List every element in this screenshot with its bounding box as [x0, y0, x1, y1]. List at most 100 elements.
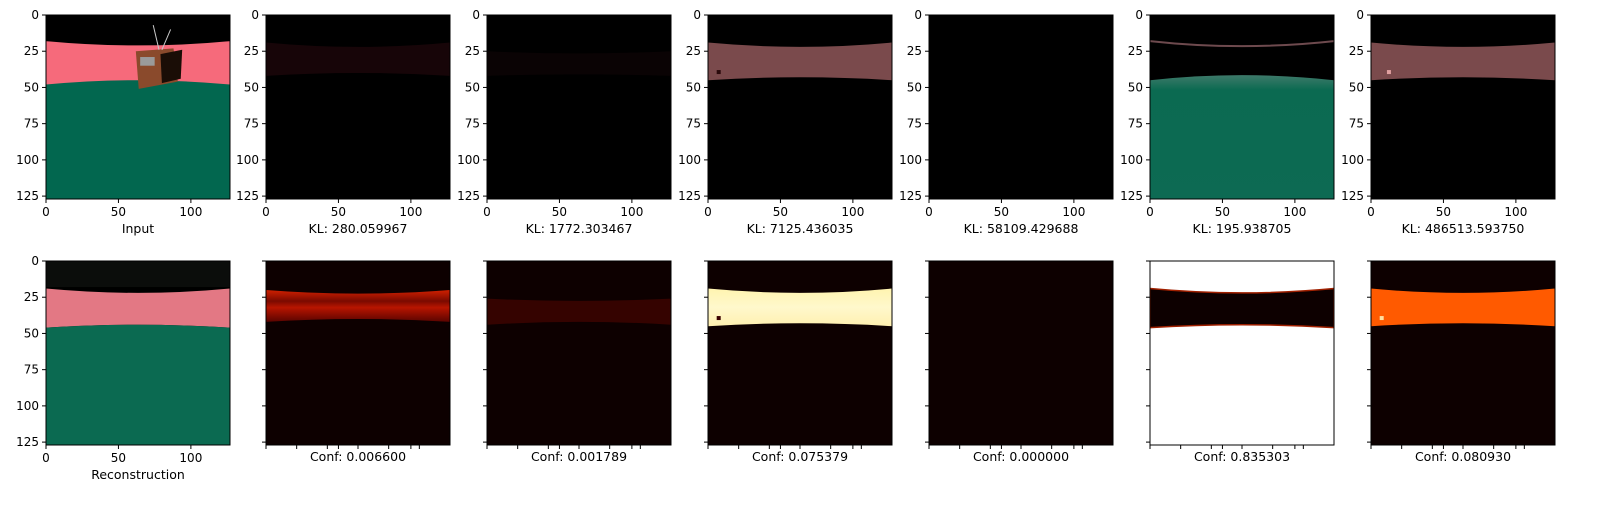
x-tick-label: 50 [1215, 205, 1230, 219]
x-tick-label: 0 [262, 205, 270, 219]
x-tick-label: 100 [841, 205, 864, 219]
tv-object [135, 25, 183, 89]
subplot-14: Conf: 0.080930 [1367, 260, 1556, 464]
x-tick-label: 100 [179, 451, 202, 465]
heatmap-image [487, 261, 671, 445]
y-tick-label: 75 [907, 117, 922, 131]
heatmap-image [1150, 261, 1334, 445]
x-tick-label: 50 [111, 205, 126, 219]
y-tick-label: 0 [31, 8, 39, 22]
x-tick-label: 50 [773, 205, 788, 219]
subplot-8: 0 50 100 0 25 50 75 100 125 Reconstruction [16, 254, 231, 482]
panel-image [46, 261, 230, 445]
y-tick-label: 50 [1128, 80, 1143, 94]
ground [46, 324, 230, 445]
x-tick-label: 50 [331, 205, 346, 219]
x-tick-label: 0 [1367, 205, 1375, 219]
y-tick-label: 25 [24, 290, 39, 304]
panel-xlabel: Conf: 0.835303 [1194, 449, 1290, 464]
panel-image [46, 15, 230, 199]
panel-image [1371, 15, 1555, 199]
subplot-3: 0 50 100 0 25 50 75 100 125 KL: 1772.303467 [457, 8, 672, 236]
heatmap-image [929, 261, 1113, 445]
x-tick-label: 50 [111, 451, 126, 465]
y-tick-label: 25 [465, 44, 480, 58]
y-tick-label: 25 [686, 44, 701, 58]
conf-band [266, 289, 450, 322]
subplot-9: Conf: 0.006600 [262, 260, 451, 464]
panel-xlabel: Conf: 0.080930 [1415, 449, 1511, 464]
panel-image [266, 15, 450, 199]
subplot-2: 0 50 100 0 25 50 75 100 125 KL: 280.059967 [236, 8, 451, 236]
subplot-5: 0 50 100 0 25 50 75 100 125 KL: 58109.429688 [899, 8, 1114, 236]
y-tick-label: 50 [907, 80, 922, 94]
y-tick-label: 50 [24, 326, 39, 340]
heatmap-image [708, 261, 892, 445]
x-tick-label: 50 [1436, 205, 1451, 219]
x-tick-label: 0 [483, 205, 491, 219]
y-tick-label: 0 [693, 8, 701, 22]
panel-xlabel: Reconstruction [91, 467, 185, 482]
y-tick-label: 0 [251, 8, 259, 22]
panel-xlabel: KL: 58109.429688 [964, 221, 1079, 236]
subplot-7: 0 50 100 0 25 50 75 100 125 KL: 486513.593750 [1341, 8, 1556, 236]
x-tick-label: 0 [42, 205, 50, 219]
x-tick-label: 100 [1283, 205, 1306, 219]
y-tick-label: 25 [244, 44, 259, 58]
y-tick-label: 50 [244, 80, 259, 94]
y-tick-label: 75 [24, 363, 39, 377]
panel-image [708, 15, 892, 199]
horizon-band [1371, 42, 1555, 81]
x-tick-label: 100 [1062, 205, 1085, 219]
y-tick-label: 75 [1349, 117, 1364, 131]
y-tick-label: 0 [914, 8, 922, 22]
x-tick-label: 100 [399, 205, 422, 219]
axes-frame [1149, 14, 1335, 200]
panel-xlabel: KL: 1772.303467 [526, 221, 633, 236]
x-tick-label: 100 [1504, 205, 1527, 219]
y-tick-label: 125 [899, 189, 922, 203]
y-tick-label: 50 [686, 80, 701, 94]
y-tick-label: 125 [236, 189, 259, 203]
y-tick-label: 125 [457, 189, 480, 203]
subplot-13: Conf: 0.835303 [1146, 260, 1335, 464]
y-tick-label: 100 [457, 153, 480, 167]
x-tick-label: 100 [179, 205, 202, 219]
horizon-edge [1150, 40, 1334, 48]
panel-xlabel: Conf: 0.075379 [752, 449, 848, 464]
panel-image [929, 15, 1113, 199]
subplot-4: 0 50 100 0 25 50 75 100 125 KL: 7125.436035 [678, 8, 893, 236]
panel-xlabel: KL: 280.059967 [309, 221, 408, 236]
subplot-11: Conf: 0.075379 [704, 260, 893, 464]
panel-xlabel: Input [122, 221, 154, 236]
y-tick-label: 100 [899, 153, 922, 167]
y-tick-label: 125 [16, 435, 39, 449]
y-tick-label: 25 [24, 44, 39, 58]
x-tick-label: 0 [42, 451, 50, 465]
heatmap-image [266, 261, 450, 445]
panel-xlabel: KL: 486513.593750 [1402, 221, 1525, 236]
x-tick-label: 0 [925, 205, 933, 219]
y-tick-label: 25 [1349, 44, 1364, 58]
y-tick-label: 100 [1341, 153, 1364, 167]
y-tick-label: 100 [16, 399, 39, 413]
x-tick-label: 50 [994, 205, 1009, 219]
x-tick-label: 0 [704, 205, 712, 219]
axes-frame [45, 14, 231, 200]
y-tick-label: 50 [24, 80, 39, 94]
axes-frame [928, 14, 1114, 200]
x-tick-label: 100 [620, 205, 643, 219]
panel-xlabel: Conf: 0.001789 [531, 449, 627, 464]
y-tick-label: 0 [1356, 8, 1364, 22]
panel-image [487, 15, 671, 199]
y-tick-label: 125 [1341, 189, 1364, 203]
axes-frame [1370, 14, 1556, 200]
y-tick-label: 100 [16, 153, 39, 167]
horizon-band [487, 51, 671, 76]
y-tick-label: 0 [472, 8, 480, 22]
y-tick-label: 50 [1349, 80, 1364, 94]
conf-band [487, 298, 671, 325]
axes-frame [265, 14, 451, 200]
y-tick-label: 125 [16, 189, 39, 203]
